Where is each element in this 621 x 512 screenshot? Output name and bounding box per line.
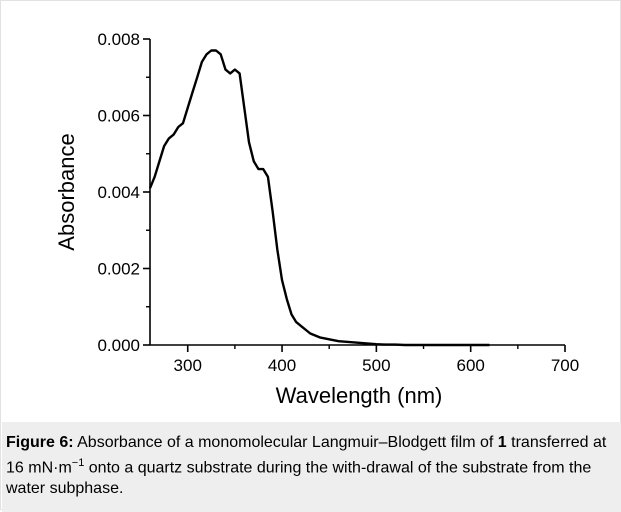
caption-compound: 1 [497, 434, 507, 451]
tick-labels: 300 400 500 600 700 0.000 0.002 0.004 0.006 0.008 [97, 30, 579, 375]
y-tick-label: 0.004 [97, 183, 140, 202]
x-tick-label: 300 [174, 356, 202, 375]
absorbance-chart: 300 400 500 600 700 0.000 0.002 0.004 0.006 0.008… [54, 30, 579, 408]
x-tick-label: 600 [456, 356, 484, 375]
caption-text-1: Absorbance of a monomolecular Langmuir–B… [73, 434, 498, 451]
caption-text-3: onto a quartz substrate during the with-… [6, 459, 592, 498]
y-tick-label: 0.002 [97, 260, 140, 279]
figure-caption: Figure 6: Absorbance of a monomolecular … [2, 422, 621, 512]
x-tick-label: 400 [268, 356, 296, 375]
caption-label: Figure 6: [6, 434, 74, 451]
y-tick-label: 0.008 [97, 30, 140, 49]
x-tick-label: 700 [551, 356, 579, 375]
absorbance-series-line [148, 49, 490, 347]
caption-superscript: −1 [71, 457, 85, 469]
caption-text-2: transferred at 16 mN·m [6, 434, 607, 477]
axes [149, 39, 565, 346]
y-axis-title: Absorbance [54, 133, 79, 250]
y-tick-label: 0.006 [97, 107, 140, 126]
x-axis-title: Wavelength (nm) [276, 383, 443, 408]
ticks [143, 38, 566, 352]
x-tick-label: 500 [362, 356, 390, 375]
y-tick-label: 0.000 [97, 336, 140, 355]
